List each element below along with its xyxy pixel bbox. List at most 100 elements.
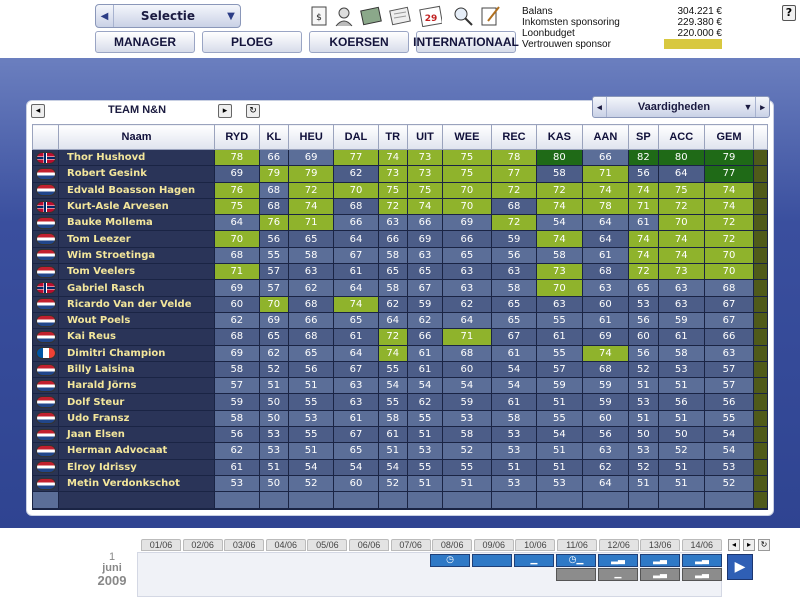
rider-name[interactable]: Elroy Idrissy (58, 458, 215, 476)
column-header-aan[interactable]: AAN (581, 124, 630, 150)
help-button[interactable]: ? (782, 5, 796, 21)
column-header-kas[interactable]: KAS (536, 124, 583, 150)
rider-name[interactable]: Herman Advocaat (58, 442, 215, 460)
column-header-gem[interactable]: GEM (704, 124, 754, 150)
date-tab[interactable]: 03/06 (224, 539, 265, 551)
timeline-grey-stage-3[interactable]: ▂▃ (682, 568, 722, 581)
column-header-kl[interactable]: KL (258, 124, 289, 150)
table-row[interactable]: Thor Hushovd 78 66 69 77 74 73 75 78 80 66 82 80 79 (32, 148, 768, 167)
date-tab[interactable]: 05/06 (307, 539, 348, 551)
table-row[interactable]: Edvald Boasson Hagen 76 68 72 70 75 75 70 72 72 74… (32, 181, 768, 199)
refresh-icon[interactable]: ↻ (758, 539, 770, 551)
table-row[interactable]: Kurt-Asle Arvesen 75 68 74 68 72 74 70 68 74 78 71 7… (32, 197, 768, 216)
newspaper-icon[interactable] (388, 4, 412, 28)
date-tab[interactable]: 04/06 (265, 539, 306, 551)
chevron-down-icon[interactable]: ▼ (743, 102, 753, 112)
date-tab[interactable]: 10/06 (515, 539, 556, 551)
notepad-pen-icon[interactable] (478, 4, 502, 28)
timeline-hill-stage-3[interactable]: ▂▃ (682, 554, 722, 567)
column-header-ryd[interactable]: RYD (214, 124, 260, 150)
timeline-clock-block[interactable]: ◷ (430, 554, 470, 567)
table-row[interactable]: Dolf Steur 59 50 55 63 55 62 59 61 51 59 53 56 56 (32, 393, 768, 411)
timeline-flat-stage[interactable]: ▁ (514, 554, 554, 567)
column-header-heu[interactable]: HEU (287, 124, 335, 150)
rider-name[interactable]: Metin Verdonkschot (58, 474, 215, 493)
rider-name[interactable]: Harald Jörns (58, 377, 215, 395)
chevron-left-icon[interactable]: ◂ (593, 97, 607, 117)
table-row[interactable]: Robert Gesink 69 79 79 62 73 73 75 77 58 71 56 64 77 (32, 165, 768, 183)
date-tab[interactable]: 14/06 (681, 539, 722, 551)
date-tab[interactable]: 08/06 (432, 539, 473, 551)
calendar-icon[interactable]: 29 (418, 4, 442, 28)
book-icon[interactable] (359, 4, 383, 28)
column-header-dal[interactable]: DAL (333, 124, 379, 150)
rider-name[interactable]: Jaan Elsen (58, 426, 215, 444)
table-row[interactable]: Kai Reus 68 65 68 61 72 66 71 67 61 69 60 61 66 (32, 328, 768, 346)
rider-name[interactable]: Dimitri Champion (58, 344, 215, 362)
selection-dropdown[interactable]: ◀ Selectie ▼ (95, 4, 241, 28)
rider-name[interactable]: Wout Poels (58, 311, 215, 330)
rider-name[interactable]: Wim Stroetinga (58, 246, 215, 265)
table-row[interactable]: Ricardo Van der Velde 60 70 68 74 62 59 62 65 63 6… (32, 295, 768, 313)
column-header-acc[interactable]: ACC (657, 124, 706, 150)
view-dropdown[interactable]: ◂ Vaardigheden ▼ ▸ (592, 96, 770, 118)
column-header-naam[interactable]: Naam (58, 124, 215, 150)
rider-name[interactable]: Udo Fransz (58, 409, 215, 428)
timeline-grey-block[interactable] (556, 568, 596, 581)
column-header-tr[interactable]: TR (377, 124, 408, 150)
table-row[interactable]: Harald Jörns 57 51 51 63 54 54 54 54 59 59 51 51 57 (32, 377, 768, 395)
date-tab[interactable]: 02/06 (182, 539, 223, 551)
refresh-icon[interactable]: ↻ (246, 104, 260, 118)
rider-name[interactable]: Ricardo Van der Velde (58, 295, 215, 313)
timeline-hill-stage[interactable]: ▂▃ (598, 554, 638, 567)
rider-name[interactable]: Tom Veelers (58, 263, 215, 281)
column-header-uit[interactable]: UIT (406, 124, 444, 150)
rider-name[interactable]: Tom Leezer (58, 230, 215, 248)
tab-ploeg[interactable]: PLOEG (202, 31, 302, 53)
tab-internationaal[interactable]: INTERNATIONAAL (413, 31, 519, 53)
contract-icon[interactable]: $ (307, 4, 331, 28)
rider-name[interactable]: Thor Hushovd (58, 148, 215, 167)
prev-team-button[interactable]: ◂ (31, 104, 45, 118)
timeline-grey-stage-2[interactable]: ▂▃ (640, 568, 680, 581)
tab-koersen[interactable]: KOERSEN (309, 31, 409, 53)
continue-button[interactable]: ▶ (727, 554, 753, 580)
rider-name[interactable]: Kai Reus (58, 328, 215, 346)
table-row[interactable]: Wim Stroetinga 68 55 58 67 58 63 65 56 58 61 74 74 70 (32, 246, 768, 265)
table-row[interactable]: Elroy Idrissy 61 51 54 54 54 55 55 51 51 62 52 51 53 (32, 458, 768, 476)
rider-name[interactable]: Bauke Mollema (58, 214, 215, 232)
magnifier-icon[interactable] (451, 4, 475, 28)
table-row[interactable]: Dimitri Champion 69 62 65 64 74 61 68 61 55 74 56 58… (32, 344, 768, 362)
next-week-button[interactable]: ▸ (743, 539, 755, 551)
table-row[interactable]: Billy Laisina 58 52 56 67 55 61 60 54 57 68 52 53 57 (32, 360, 768, 379)
rider-name[interactable]: Robert Gesink (58, 165, 215, 183)
date-tab[interactable]: 13/06 (640, 539, 681, 551)
rider-name[interactable]: Gabriel Rasch (58, 279, 215, 297)
date-tab[interactable]: 07/06 (390, 539, 431, 551)
table-row[interactable]: Bauke Mollema 64 76 71 66 63 66 69 72 54 64 61 70 72 (32, 214, 768, 232)
rider-name[interactable]: Kurt-Asle Arvesen (58, 197, 215, 216)
table-row[interactable]: Udo Fransz 58 50 53 61 58 55 53 58 55 60 51 51 55 (32, 409, 768, 428)
rider-name[interactable]: Edvald Boasson Hagen (58, 181, 215, 199)
table-row[interactable]: Gabriel Rasch 69 57 62 64 58 67 63 58 70 63 65 63 68 (32, 279, 768, 297)
chevron-down-icon[interactable]: ▼ (227, 10, 235, 22)
timeline-block[interactable] (472, 554, 512, 567)
timeline-hill-stage-2[interactable]: ▂▃ (640, 554, 680, 567)
date-tab[interactable]: 12/06 (598, 539, 639, 551)
staff-icon[interactable] (332, 4, 356, 28)
chevron-left-icon[interactable]: ◀ (96, 5, 114, 27)
table-row[interactable]: Wout Poels 62 69 66 65 64 62 64 65 55 61 56 59 67 (32, 311, 768, 330)
column-header-wee[interactable]: WEE (442, 124, 492, 150)
table-row[interactable]: Metin Verdonkschot 53 50 52 60 52 51 51 53 53 64 51… (32, 474, 768, 493)
date-tab[interactable]: 11/06 (557, 539, 597, 551)
column-header-sp[interactable]: SP (628, 124, 659, 150)
prev-week-button[interactable]: ◂ (728, 539, 740, 551)
table-row[interactable]: Jaan Elsen 56 53 55 67 61 51 58 53 54 56 50 50 54 (32, 426, 768, 444)
column-header-rec[interactable]: REC (490, 124, 538, 150)
table-row[interactable]: Tom Veelers 71 57 63 61 65 65 63 63 73 68 72 73 70 (32, 263, 768, 281)
date-tab[interactable]: 06/06 (349, 539, 389, 551)
chevron-right-icon[interactable]: ▸ (755, 97, 769, 117)
table-row[interactable]: Herman Advocaat 62 53 51 65 51 53 52 53 51 63 53 52 5… (32, 442, 768, 460)
timeline-clock-stage[interactable]: ◷▁ (556, 554, 596, 567)
next-team-button[interactable]: ▸ (218, 104, 232, 118)
